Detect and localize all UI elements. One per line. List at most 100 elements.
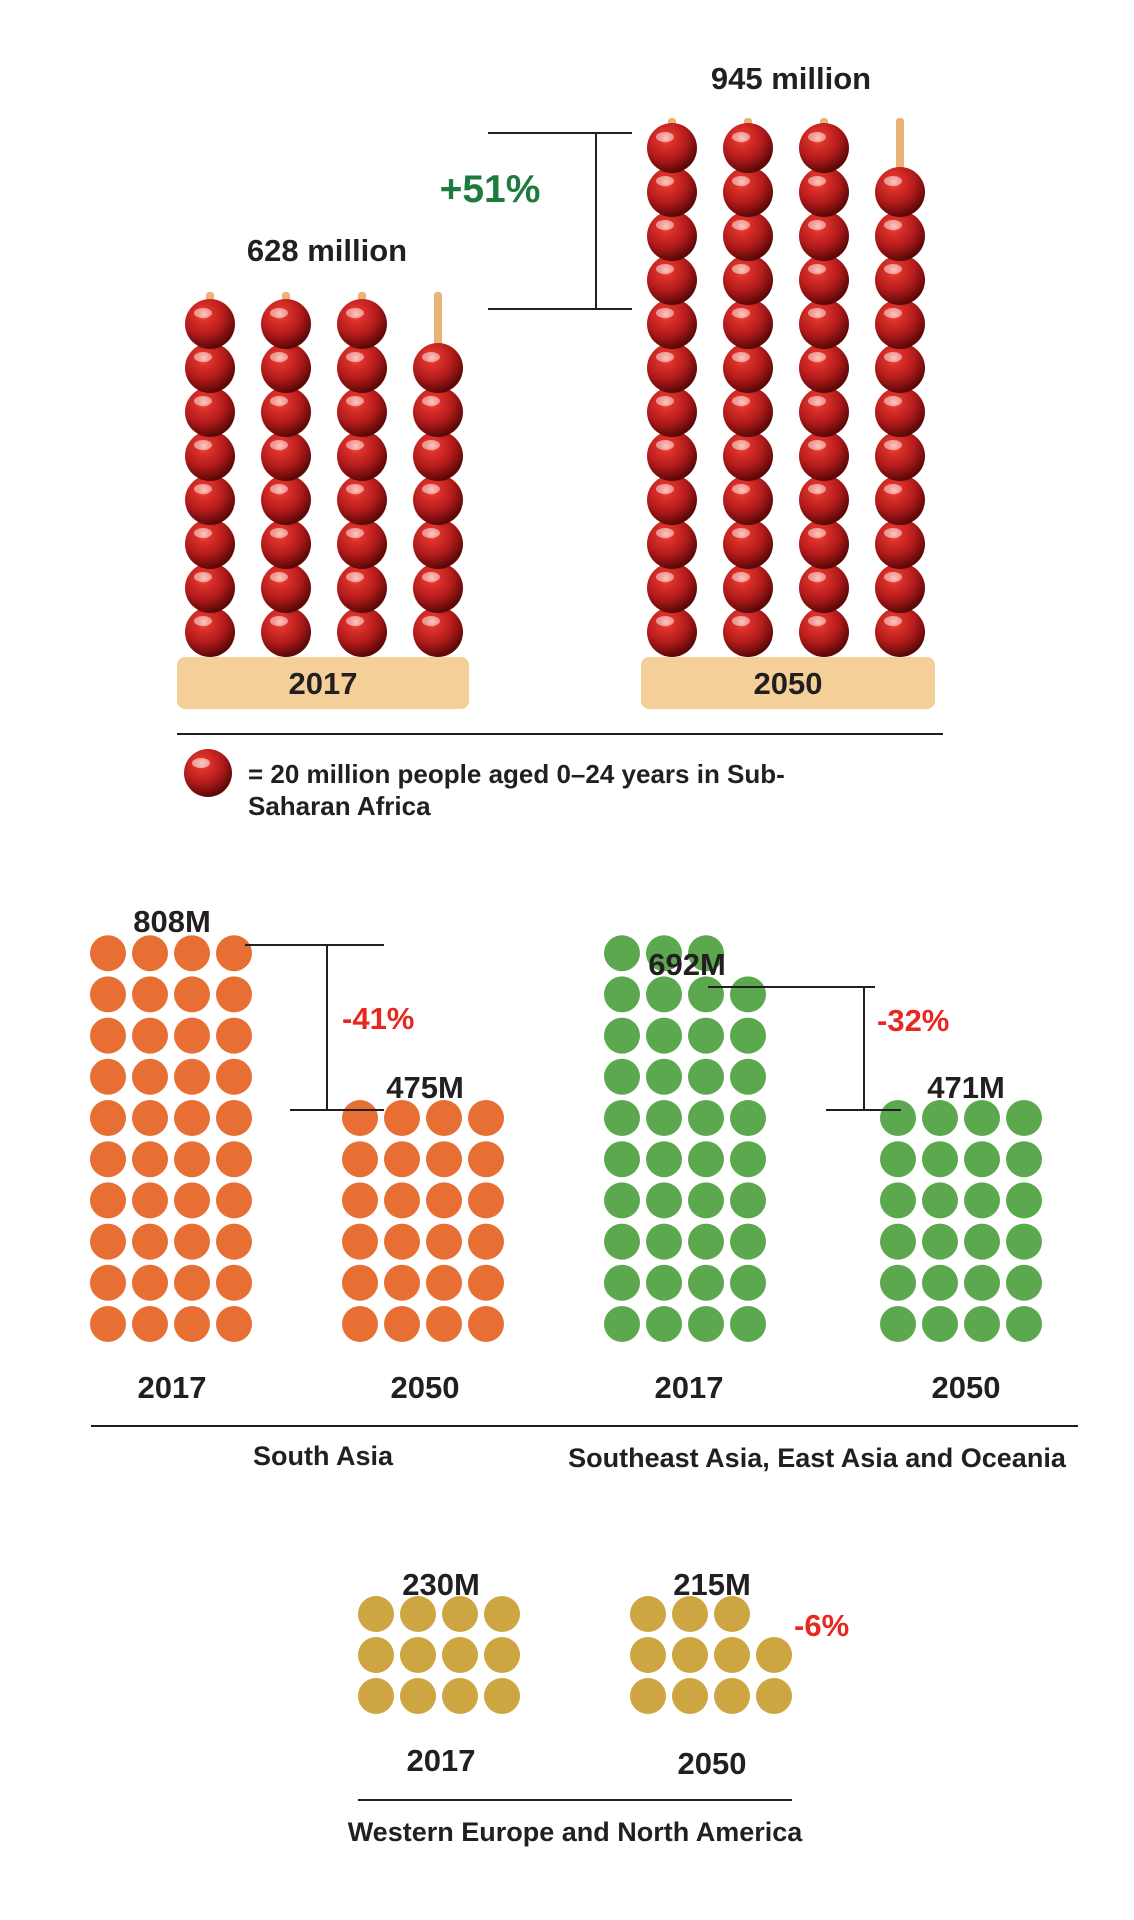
ssa-bead-highlight	[732, 484, 750, 494]
ssa-bead-2050	[723, 387, 773, 437]
sa-label-2050: 475M	[386, 1070, 464, 1105]
ssa-bead-highlight	[346, 616, 364, 626]
ssa-bead-2050	[647, 343, 697, 393]
south_asia-dot-2017	[174, 1182, 210, 1219]
ssa-bead-2050	[875, 387, 925, 437]
south_asia-dot-2050	[384, 1141, 420, 1178]
ssa-bead-2017	[185, 343, 235, 393]
western-dot-2050	[672, 1678, 708, 1714]
ssa-bead-2017	[337, 519, 387, 569]
ssa-bead-highlight	[808, 308, 826, 318]
ssa-bead-highlight	[808, 132, 826, 142]
ssa-bead-2050	[647, 387, 697, 437]
ssa-bead-2050	[875, 431, 925, 481]
east_asia-dot-2017	[646, 1306, 682, 1342]
ssa-bead-highlight	[808, 396, 826, 406]
ssa-bead-2017	[413, 519, 463, 569]
south_asia-dot-2050	[342, 1306, 378, 1342]
east_asia-dot-2050	[964, 1141, 1000, 1178]
ssa-bead-highlight	[194, 396, 212, 406]
east_asia-dot-2017	[688, 1223, 724, 1260]
western-dot-2050	[756, 1678, 792, 1714]
east_asia-dot-2017	[646, 1182, 682, 1219]
ssa-bead-2017	[185, 519, 235, 569]
ssa-bead-2050	[647, 167, 697, 217]
east_asia-dot-2050	[880, 1264, 916, 1301]
ssa-bead-highlight	[884, 264, 902, 274]
ssa-bead-2017	[185, 607, 235, 657]
ssa-bead-highlight	[656, 616, 674, 626]
ssa-bead-2017	[261, 607, 311, 657]
east_asia-dot-2017	[604, 1141, 640, 1178]
south_asia-dot-2050	[342, 1182, 378, 1219]
south_asia-dot-2050	[468, 1141, 504, 1178]
ssa-year-2017: 2017	[289, 666, 358, 701]
east_asia-dot-2050	[1006, 1182, 1042, 1219]
ssa-bead-2050	[647, 563, 697, 613]
east_asia-dot-2050	[880, 1182, 916, 1219]
south_asia-dot-2017	[132, 935, 168, 972]
sa-region-label: South Asia	[253, 1441, 394, 1471]
ssa-bead-2050	[799, 387, 849, 437]
south_asia-dot-2017	[132, 1017, 168, 1054]
south_asia-dot-2017	[90, 976, 126, 1013]
ea-year-2050: 2050	[932, 1370, 1001, 1405]
ssa-bead-2050	[799, 299, 849, 349]
ssa-bead-highlight	[808, 528, 826, 538]
east_asia-dot-2017	[730, 976, 766, 1013]
sa-year-2050: 2050	[391, 1370, 460, 1405]
western-dot-2050	[714, 1637, 750, 1673]
ssa-bead-2017	[261, 563, 311, 613]
south_asia-dot-2017	[216, 1017, 252, 1054]
legend-bead-icon	[184, 749, 232, 797]
western-dot-2050	[714, 1678, 750, 1714]
east_asia-dot-2017	[688, 976, 724, 1013]
south_asia-dot-2050	[426, 1182, 462, 1219]
ssa-bead-2017	[337, 431, 387, 481]
ssa-bead-highlight	[270, 616, 288, 626]
east_asia-dot-2050	[964, 1100, 1000, 1136]
ssa-bead-2017	[337, 299, 387, 349]
ssa-bead-highlight	[422, 352, 440, 362]
south_asia-dot-2017	[174, 1017, 210, 1054]
ssa-bead-highlight	[656, 132, 674, 142]
ssa-bead-highlight	[270, 484, 288, 494]
south_asia-dot-2050	[426, 1306, 462, 1342]
east_asia-dot-2017	[646, 935, 682, 972]
ssa-bead-highlight	[270, 572, 288, 582]
ssa-bead-2050	[647, 255, 697, 305]
ssa-bead-highlight	[884, 440, 902, 450]
ssa-bead-highlight	[656, 308, 674, 318]
east_asia-dot-2017	[604, 1223, 640, 1260]
east_asia-dot-2017	[646, 976, 682, 1013]
east-asia-dots	[604, 935, 1042, 1342]
ssa-bead-highlight	[194, 572, 212, 582]
ssa-bead-highlight	[346, 440, 364, 450]
western-dot-2050	[756, 1637, 792, 1673]
legend-bead-highlight	[192, 758, 210, 768]
ssa-bead-2050	[799, 607, 849, 657]
ssa-bead-2050	[723, 299, 773, 349]
ssa-bead-2017	[185, 475, 235, 525]
ssa-bead-highlight	[194, 616, 212, 626]
ssa-bead-highlight	[808, 264, 826, 274]
ssa-bead-highlight	[808, 616, 826, 626]
western-dot-2017	[400, 1637, 436, 1673]
western-dot-2050	[672, 1637, 708, 1673]
ssa-bead-highlight	[422, 396, 440, 406]
south_asia-dot-2017	[174, 1223, 210, 1260]
south_asia-dot-2050	[384, 1100, 420, 1136]
western-dot-2050	[630, 1596, 666, 1632]
east_asia-dot-2050	[964, 1306, 1000, 1342]
south_asia-dot-2017	[216, 1182, 252, 1219]
ssa-bead-highlight	[270, 528, 288, 538]
ssa-bead-2050	[647, 519, 697, 569]
south_asia-dot-2017	[132, 1264, 168, 1301]
ssa-bead-2050	[799, 475, 849, 525]
ssa-bead-2050	[799, 519, 849, 569]
ssa-bead-2050	[875, 475, 925, 525]
east_asia-dot-2017	[604, 1017, 640, 1054]
east_asia-dot-2017	[646, 1058, 682, 1095]
east_asia-dot-2017	[688, 1264, 724, 1301]
east_asia-dot-2017	[688, 1182, 724, 1219]
